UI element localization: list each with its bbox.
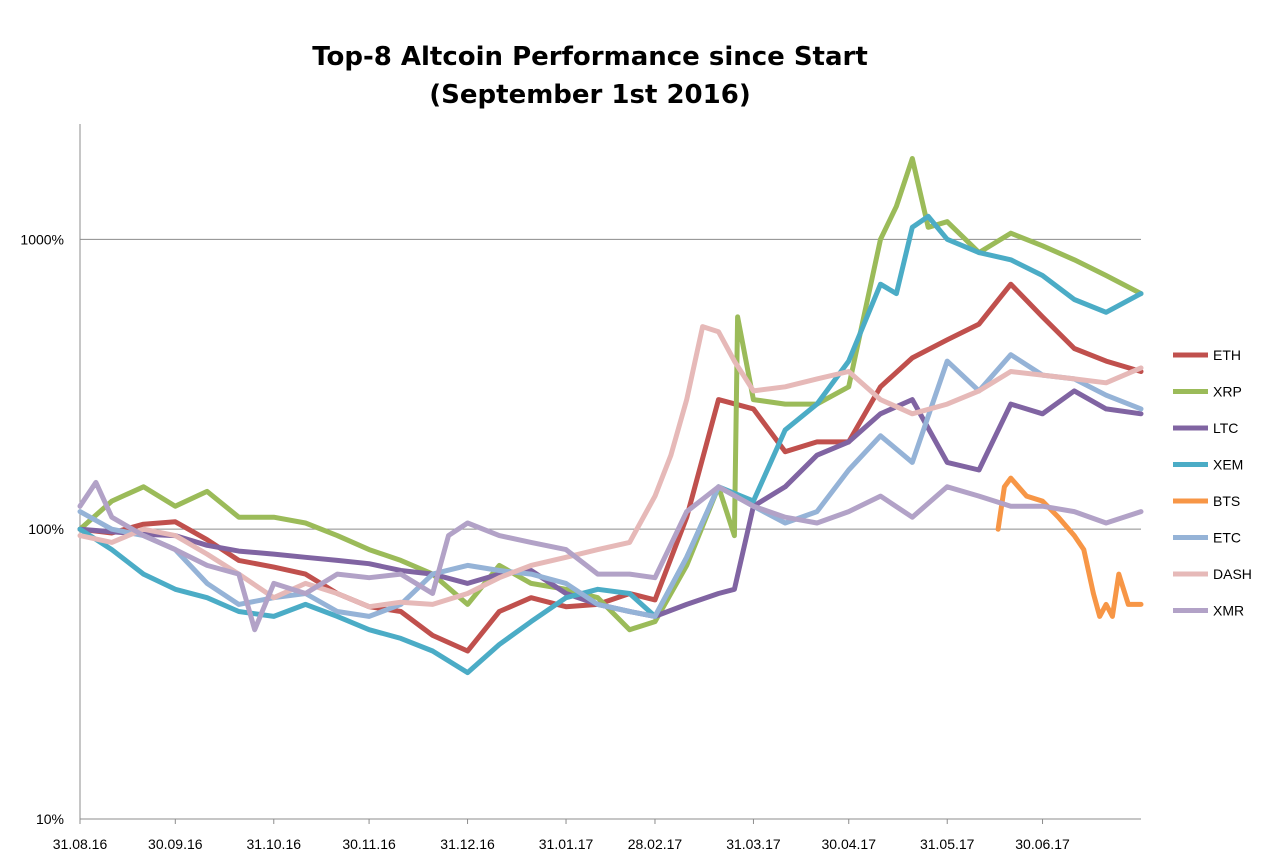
legend-label-dash: DASH <box>1213 566 1252 582</box>
legend-label-etc: ETC <box>1213 530 1241 546</box>
x-tick-label: 30.06.17 <box>1015 836 1070 852</box>
y-tick-label: 100% <box>28 521 64 537</box>
legend-label-xem: XEM <box>1213 457 1243 473</box>
chart-title: Top-8 Altcoin Performance since Start (S… <box>180 38 1000 114</box>
x-tick-label: 31.10.16 <box>247 836 302 852</box>
legend-label-xrp: XRP <box>1213 384 1242 400</box>
x-tick-label: 31.01.17 <box>539 836 594 852</box>
x-tick-label: 31.08.16 <box>53 836 108 852</box>
x-tick-label: 30.09.16 <box>148 836 203 852</box>
series-line-dash <box>77 324 1144 610</box>
chart-title-line-1: Top-8 Altcoin Performance since Start <box>312 42 868 72</box>
series-line-xmr <box>77 479 1144 633</box>
legend: ETH XRP LTC XEM BTS ETC DASH XMR <box>1173 347 1252 619</box>
x-tick-label: 31.12.16 <box>440 836 495 852</box>
legend-label-bts: BTS <box>1213 493 1240 509</box>
axes: 10% 100% 1000% 31.08.16 30.09.16 31.10.16 30.1… <box>20 124 1141 852</box>
series-line-xrp <box>77 156 1144 633</box>
x-tick-label: 31.03.17 <box>726 836 781 852</box>
series-line-xem <box>77 213 1144 676</box>
series-lines <box>77 156 1144 676</box>
legend-label-eth: ETH <box>1213 347 1241 363</box>
chart-title-line-2: (September 1st 2016) <box>429 80 751 110</box>
legend-label-xmr: XMR <box>1213 603 1244 619</box>
x-tick-label: 31.05.17 <box>920 836 975 852</box>
y-tick-label: 10% <box>36 811 64 827</box>
x-tick-label: 30.04.17 <box>821 836 876 852</box>
x-tick-label: 28.02.17 <box>628 836 683 852</box>
y-tick-label: 1000% <box>20 231 64 247</box>
series-line-eth <box>77 281 1144 654</box>
x-tick-label: 30.11.16 <box>342 836 396 852</box>
series-line-bts <box>995 475 1144 619</box>
legend-label-ltc: LTC <box>1213 420 1238 436</box>
series-line-etc <box>77 352 1144 619</box>
